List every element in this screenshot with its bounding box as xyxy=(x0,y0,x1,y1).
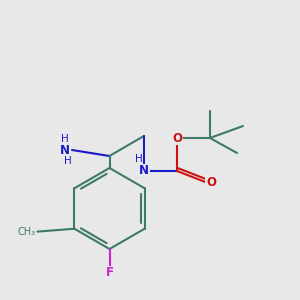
Text: O: O xyxy=(206,176,216,189)
Text: N: N xyxy=(139,164,149,178)
Text: H: H xyxy=(61,134,68,144)
Text: CH₃: CH₃ xyxy=(18,226,36,237)
Text: N: N xyxy=(59,143,70,157)
Text: F: F xyxy=(106,266,113,280)
Text: H: H xyxy=(64,156,71,167)
Text: O: O xyxy=(172,131,182,145)
Text: H: H xyxy=(135,154,142,164)
